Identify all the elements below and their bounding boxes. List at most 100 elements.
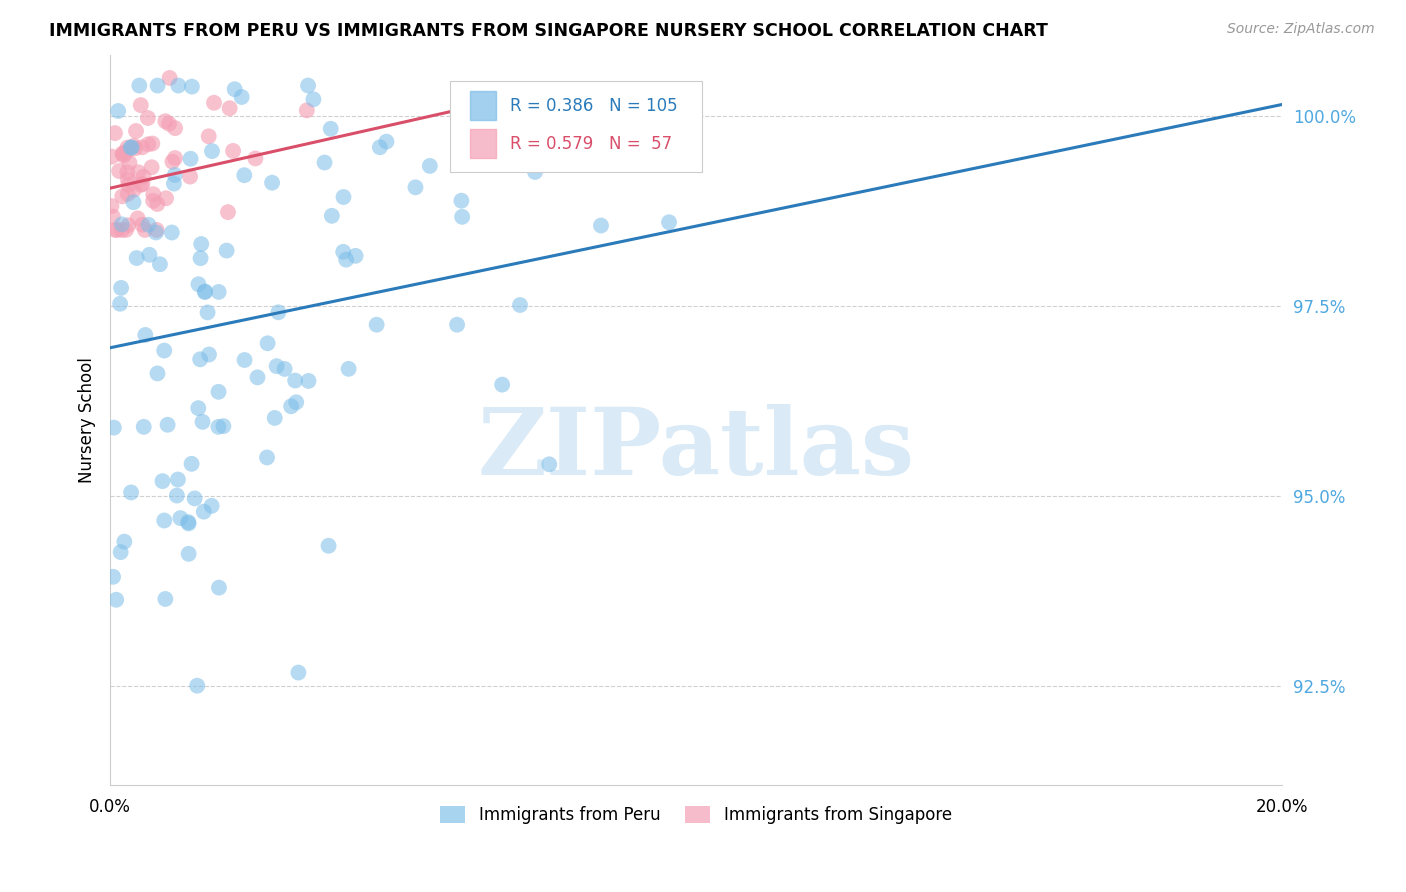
Immigrants from Peru <box>208 581 231 595</box>
Immigrants from Singapore <box>129 178 152 192</box>
Immigrants from Peru <box>107 103 129 118</box>
Immigrants from Peru <box>318 539 340 553</box>
Text: IMMIGRANTS FROM PERU VS IMMIGRANTS FROM SINGAPORE NURSERY SCHOOL CORRELATION CHA: IMMIGRANTS FROM PERU VS IMMIGRANTS FROM … <box>49 22 1047 40</box>
Immigrants from Singapore <box>146 197 169 211</box>
Immigrants from Peru <box>256 450 278 465</box>
Legend: Immigrants from Peru, Immigrants from Singapore: Immigrants from Peru, Immigrants from Si… <box>433 799 959 831</box>
Immigrants from Peru <box>152 474 174 488</box>
Immigrants from Peru <box>110 545 132 559</box>
Immigrants from Peru <box>125 251 148 265</box>
Immigrants from Singapore <box>245 152 267 166</box>
Immigrants from Peru <box>319 121 342 136</box>
Immigrants from Peru <box>138 248 160 262</box>
Immigrants from Peru <box>120 485 142 500</box>
Immigrants from Singapore <box>295 103 318 118</box>
Immigrants from Peru <box>297 374 319 388</box>
Immigrants from Singapore <box>125 124 148 138</box>
Immigrants from Peru <box>419 159 441 173</box>
Immigrants from Peru <box>332 190 354 204</box>
Immigrants from Peru <box>121 140 143 154</box>
Immigrants from Peru <box>284 374 307 388</box>
Immigrants from Singapore <box>122 183 145 197</box>
Immigrants from Peru <box>156 417 179 432</box>
Immigrants from Singapore <box>127 211 149 226</box>
FancyBboxPatch shape <box>450 80 702 172</box>
Immigrants from Peru <box>273 362 295 376</box>
Immigrants from Singapore <box>112 146 135 161</box>
Immigrants from Peru <box>101 570 124 584</box>
Immigrants from Peru <box>110 281 132 295</box>
Immigrants from Peru <box>405 180 427 194</box>
Immigrants from Peru <box>190 237 212 252</box>
Immigrants from Peru <box>190 251 212 265</box>
Immigrants from Peru <box>194 285 217 299</box>
Immigrants from Singapore <box>131 140 153 154</box>
Immigrants from Singapore <box>159 70 181 85</box>
Immigrants from Peru <box>187 401 209 416</box>
Immigrants from Singapore <box>101 210 124 224</box>
Immigrants from Peru <box>163 177 186 191</box>
Immigrants from Singapore <box>131 218 153 232</box>
Immigrants from Peru <box>207 384 229 399</box>
Text: R = 0.386   N = 105: R = 0.386 N = 105 <box>509 97 678 115</box>
Immigrants from Singapore <box>100 199 122 213</box>
Immigrants from Peru <box>280 399 302 413</box>
Immigrants from Singapore <box>100 150 122 164</box>
Immigrants from Peru <box>524 165 547 179</box>
Immigrants from Peru <box>103 420 125 434</box>
Immigrants from Peru <box>451 210 474 224</box>
Immigrants from Singapore <box>163 151 186 165</box>
Immigrants from Peru <box>194 285 217 299</box>
Immigrants from Peru <box>266 359 288 374</box>
Text: Source: ZipAtlas.com: Source: ZipAtlas.com <box>1227 22 1375 37</box>
Immigrants from Peru <box>183 491 205 506</box>
Immigrants from Peru <box>332 244 354 259</box>
Immigrants from Peru <box>180 457 202 471</box>
Immigrants from Singapore <box>162 154 184 169</box>
Immigrants from Peru <box>134 327 156 342</box>
Immigrants from Singapore <box>112 149 135 163</box>
Immigrants from Peru <box>122 195 145 210</box>
Immigrants from Peru <box>187 277 209 292</box>
Immigrants from Peru <box>201 144 224 158</box>
Immigrants from Singapore <box>117 172 139 186</box>
Immigrants from Peru <box>321 209 343 223</box>
Immigrants from Singapore <box>117 178 139 192</box>
Immigrants from Peru <box>153 343 176 358</box>
Immigrants from Peru <box>167 473 190 487</box>
Immigrants from Peru <box>491 377 513 392</box>
Immigrants from Peru <box>166 489 188 503</box>
Immigrants from Peru <box>138 218 160 232</box>
Immigrants from Peru <box>191 415 214 429</box>
Immigrants from Singapore <box>111 223 134 237</box>
Immigrants from Peru <box>163 168 186 182</box>
Text: R = 0.579   N =  57: R = 0.579 N = 57 <box>509 135 672 153</box>
Immigrants from Peru <box>287 665 309 680</box>
Immigrants from Peru <box>180 152 202 166</box>
Immigrants from Singapore <box>117 186 139 201</box>
Immigrants from Peru <box>589 219 612 233</box>
Immigrants from Peru <box>231 90 253 104</box>
Immigrants from Peru <box>263 411 285 425</box>
Immigrants from Peru <box>262 176 284 190</box>
Immigrants from Peru <box>167 78 190 93</box>
Immigrants from Peru <box>368 140 391 154</box>
Immigrants from Singapore <box>117 165 139 179</box>
Immigrants from Singapore <box>145 223 167 237</box>
Immigrants from Peru <box>212 419 235 434</box>
Immigrants from Peru <box>108 297 131 311</box>
Immigrants from Singapore <box>142 187 165 202</box>
Immigrants from Peru <box>215 244 238 258</box>
Immigrants from Peru <box>208 285 231 299</box>
Bar <box>470 129 495 158</box>
Immigrants from Peru <box>149 257 172 271</box>
Immigrants from Peru <box>120 141 142 155</box>
Immigrants from Peru <box>160 226 183 240</box>
Immigrants from Singapore <box>115 145 138 159</box>
Immigrants from Singapore <box>165 121 187 136</box>
Immigrants from Singapore <box>218 101 240 115</box>
Immigrants from Singapore <box>222 144 245 158</box>
Immigrants from Peru <box>207 420 229 434</box>
Immigrants from Singapore <box>115 223 138 237</box>
Immigrants from Singapore <box>105 223 128 237</box>
